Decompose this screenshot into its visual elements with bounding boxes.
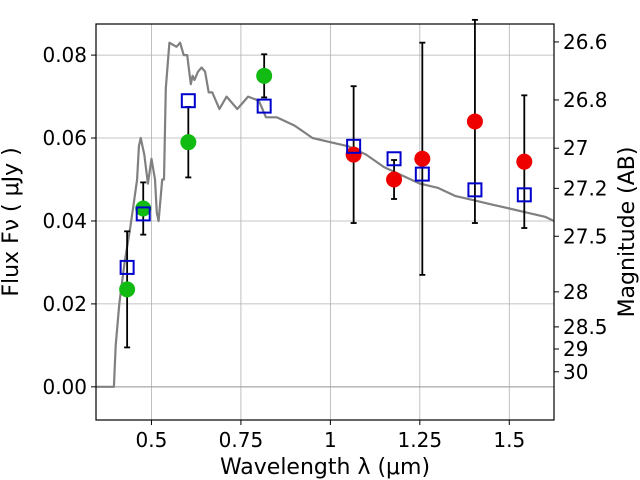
red-data-point (516, 153, 533, 170)
y-tick-label: 0.02 (42, 292, 87, 316)
red-data-point (466, 113, 483, 130)
green-data-point (256, 67, 273, 84)
model-square-point (467, 182, 483, 198)
y-tick-label: 0.00 (42, 375, 87, 399)
model-square-point (180, 93, 196, 109)
model-square-point (135, 206, 151, 222)
model-square-point (346, 138, 362, 154)
model-sed (96, 41, 555, 388)
model-sed-line (96, 41, 555, 388)
red-data-point (386, 171, 403, 188)
model-square-point (414, 166, 430, 182)
red-data-point (414, 150, 431, 167)
model-square-point (256, 98, 272, 114)
plot-frame (95, 23, 555, 421)
green-data-point (119, 281, 136, 298)
y2-tick-label: 26.6 (563, 30, 608, 54)
y-tick-label: 0.08 (42, 43, 87, 67)
grid (96, 24, 554, 420)
green-data-point (180, 134, 197, 151)
y-tick-label: 0.04 (42, 209, 87, 233)
y2-tick-label: 30 (563, 360, 588, 384)
red-data-point (345, 146, 362, 163)
y-tick-label: 0.06 (42, 126, 87, 150)
y-axis-label: Flux Fν ( μJy ) (0, 147, 24, 296)
model-square-point (386, 151, 402, 167)
y2-tick-label: 28 (563, 280, 588, 304)
x-axis-label: Wavelength λ (μm) (220, 455, 430, 480)
error-bars (124, 18, 528, 349)
y2-tick-label: 27.5 (563, 224, 608, 248)
green-data-point (135, 200, 152, 217)
x-tick-label: 1.5 (493, 428, 525, 452)
model-square-point (516, 187, 532, 203)
model-square-point (119, 259, 135, 275)
x-tick-label: 0.5 (136, 428, 168, 452)
ticks: 0.5 0.75 1 1.25 1.5 0.00 0.02 0.04 0.06 0.08 26.6 2… (42, 30, 607, 452)
y2-tick-label: 26.8 (563, 88, 608, 112)
y2-tick-label: 28.5 (563, 315, 608, 339)
y2-axis-label: Magnitude (AB) (615, 147, 640, 318)
x-tick-label: 0.75 (219, 428, 264, 452)
x-tick-label: 1 (324, 428, 337, 452)
y2-tick-label: 27.2 (563, 176, 608, 200)
data-points (119, 67, 533, 298)
y2-tick-label: 29 (563, 337, 588, 361)
y2-tick-label: 27 (563, 136, 588, 160)
x-tick-label: 1.25 (398, 428, 443, 452)
